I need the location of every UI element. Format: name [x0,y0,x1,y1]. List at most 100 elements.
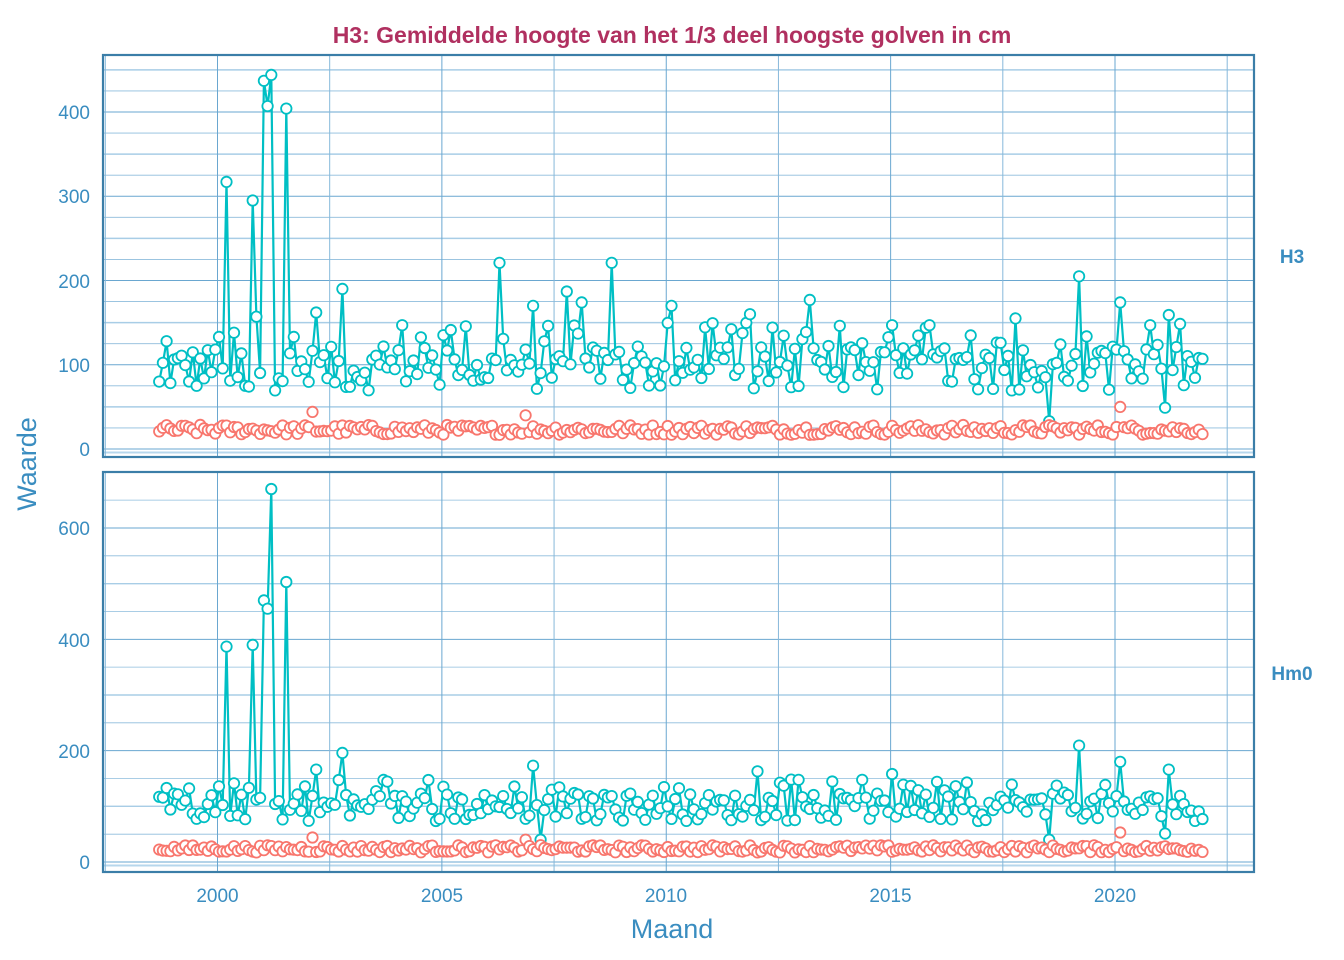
data-point [620,363,633,376]
data-point [829,365,843,379]
data-point [1080,330,1093,343]
data-point [343,380,356,393]
data-point [717,794,730,807]
data-point [227,326,241,339]
data-point [624,381,637,394]
data-point [594,372,607,385]
y-axis-ticks-h3: 0 100 200 300 400 [58,103,90,461]
data-point [1106,805,1119,818]
data-point [242,781,255,794]
data-point [197,810,211,824]
data-point [777,329,790,342]
data-point [1069,801,1082,814]
data-point [216,362,229,375]
data-point [1136,372,1149,385]
data-point [631,795,644,809]
data-point [799,325,813,339]
data-point [986,382,1000,395]
data-point [639,356,652,369]
data-point [235,347,248,360]
data-point [1001,349,1015,362]
data-point [867,356,880,369]
data-point [859,791,873,804]
data-point [579,810,592,824]
data-point [310,763,323,776]
data-point [927,801,940,814]
data-point [373,790,386,803]
data-point [306,831,319,844]
data-point [938,342,951,355]
data-point [396,319,409,332]
data-point [833,319,846,332]
data-point [179,358,192,372]
series-teal [153,482,1209,846]
data-point [459,320,472,333]
data-point [399,795,413,808]
data-point [885,319,899,332]
data-point [661,800,674,813]
data-point [1005,778,1018,791]
x-tick: 2010 [645,886,687,907]
y-tick: 400 [58,631,90,652]
data-point [212,780,226,793]
data-point [444,323,457,337]
data-point [661,316,674,329]
data-point [998,363,1011,377]
data-point [433,812,446,825]
panel-h3 [101,53,1256,459]
data-point [669,374,682,387]
data-point [1039,808,1052,821]
data-point [1114,296,1127,309]
data-point [227,777,241,790]
data-point [583,361,596,374]
data-point [381,775,394,788]
data-point [1076,379,1089,393]
data-point [1020,805,1033,818]
data-point [205,789,218,802]
data-point [250,310,263,323]
data-point [325,340,338,353]
data-point [788,813,802,827]
y-tick: 0 [79,853,90,874]
data-point [680,341,693,354]
x-axis-ticks: 2000 2005 2010 2015 2020 [196,886,1136,907]
data-point [818,363,831,376]
data-point [1031,381,1045,394]
data-point [594,807,607,821]
data-point [829,813,843,826]
data-point [519,343,532,356]
data-point [153,375,166,388]
data-point [762,374,775,388]
data-point [497,332,510,345]
data-point [612,345,626,358]
data-point [852,368,865,382]
data-point [822,339,835,353]
data-point [672,782,686,795]
data-point [497,789,510,803]
data-point [358,366,371,379]
data-point [695,807,708,821]
data-point [728,789,742,802]
data-point [747,382,760,395]
data-point [302,814,315,827]
data-point [231,370,244,384]
data-point [1159,827,1172,840]
data-point [306,789,319,803]
strip-label-hm0: Hm0 [1271,664,1312,685]
data-point [1099,346,1112,360]
data-point [291,788,304,801]
data-point [1196,812,1209,826]
x-tick: 2020 [1094,886,1136,907]
data-point [239,813,252,826]
panel-hm0 [101,470,1256,874]
data-point [915,353,929,366]
data-point [624,787,637,800]
data-point [254,366,267,380]
data-point [747,804,760,817]
data-point [205,366,218,379]
data-point [571,788,585,801]
data-point [616,814,630,827]
data-point [957,803,970,816]
strip-label-h3: H3 [1280,247,1304,268]
data-point [684,788,697,801]
